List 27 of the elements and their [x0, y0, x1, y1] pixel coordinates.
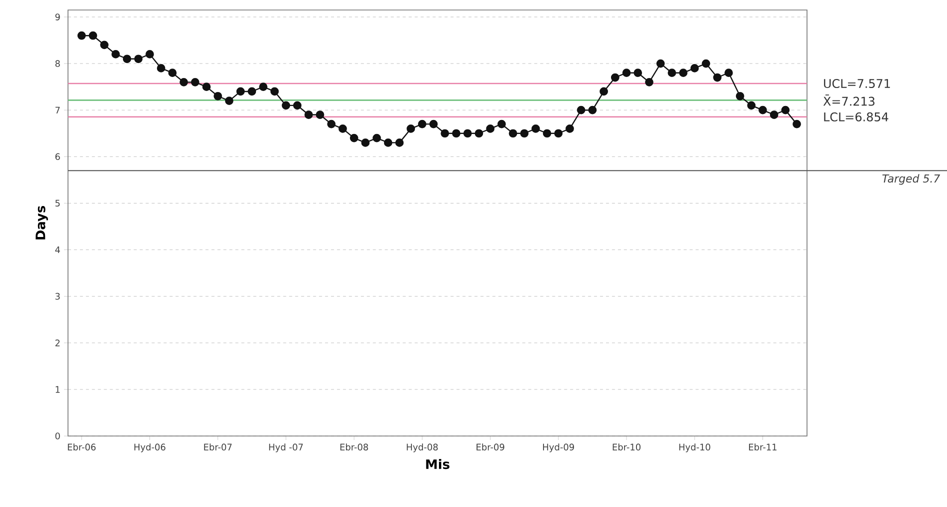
- x-tick-label: Ebr-08: [340, 444, 368, 450]
- x-tick-label: Hyd-09: [543, 444, 574, 452]
- y-tick-label: 5: [55, 200, 60, 207]
- x-axis-title: Mis: [426, 459, 450, 470]
- x-tick-label: Ebr-09: [476, 444, 504, 450]
- y-tick-label: 0: [55, 432, 60, 440]
- y-tick-label: 2: [55, 340, 60, 346]
- x-tick-label: Hyd -07: [269, 444, 303, 452]
- y-axis-title: Days: [36, 206, 48, 240]
- y-tick-label: 7: [56, 106, 60, 114]
- x-tick-label: Ebr-11: [749, 444, 776, 450]
- y-tick-label: 4: [55, 246, 60, 254]
- y-tick-label: 9: [55, 14, 60, 20]
- x-tick-label: Hyd-06: [134, 444, 166, 452]
- ref-line-label: X̄=7.213: [823, 94, 874, 106]
- y-tick-label: 6: [55, 153, 60, 160]
- ref-line-label: LCL=6.854: [824, 112, 888, 122]
- x-tick-label: Ebr-07: [204, 444, 232, 450]
- x-tick-label: Hyd-08: [406, 444, 438, 452]
- x-tick-label: Ebr-06: [68, 444, 96, 450]
- x-tick-label: Ebr-10: [612, 444, 640, 450]
- y-tick-label: 8: [55, 60, 60, 67]
- ref-line-label: Targed 5.7: [882, 174, 940, 185]
- y-tick-label: 1: [56, 386, 60, 393]
- ref-line-label: UCL=7.571: [824, 78, 890, 88]
- y-tick-label: 3: [55, 292, 60, 300]
- x-tick-label: Hyd-10: [679, 444, 710, 452]
